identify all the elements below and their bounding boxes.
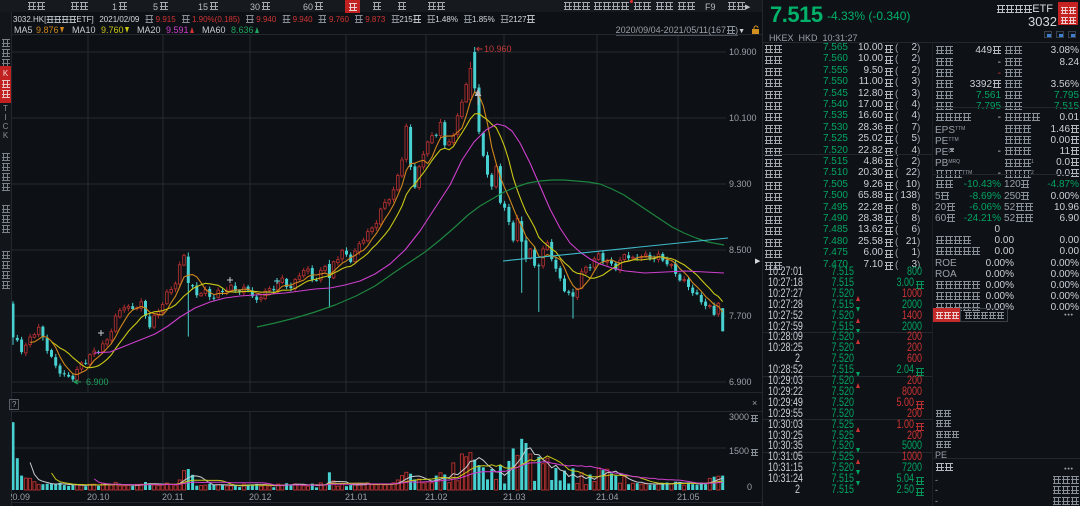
svg-text:20.09: 20.09 <box>8 492 31 502</box>
svg-text:6.900: 6.900 <box>729 377 752 387</box>
svg-text:7.700: 7.700 <box>729 311 752 321</box>
svg-text:21.01: 21.01 <box>345 492 368 502</box>
svg-text:20.12: 20.12 <box>249 492 272 502</box>
svg-text:10.960: 10.960 <box>484 44 512 54</box>
svg-text:20.11: 20.11 <box>162 492 184 502</box>
svg-text:21.02: 21.02 <box>425 492 448 502</box>
svg-text:6.900: 6.900 <box>86 377 109 387</box>
svg-text:21.04: 21.04 <box>596 492 619 502</box>
svg-text:21.03: 21.03 <box>503 492 526 502</box>
svg-text:10.900: 10.900 <box>729 47 757 57</box>
svg-text:21.05: 21.05 <box>677 492 700 502</box>
svg-text:8.500: 8.500 <box>729 245 752 255</box>
svg-text:20.10: 20.10 <box>87 492 110 502</box>
svg-text:10.100: 10.100 <box>729 113 757 123</box>
svg-text:9.300: 9.300 <box>729 179 752 189</box>
